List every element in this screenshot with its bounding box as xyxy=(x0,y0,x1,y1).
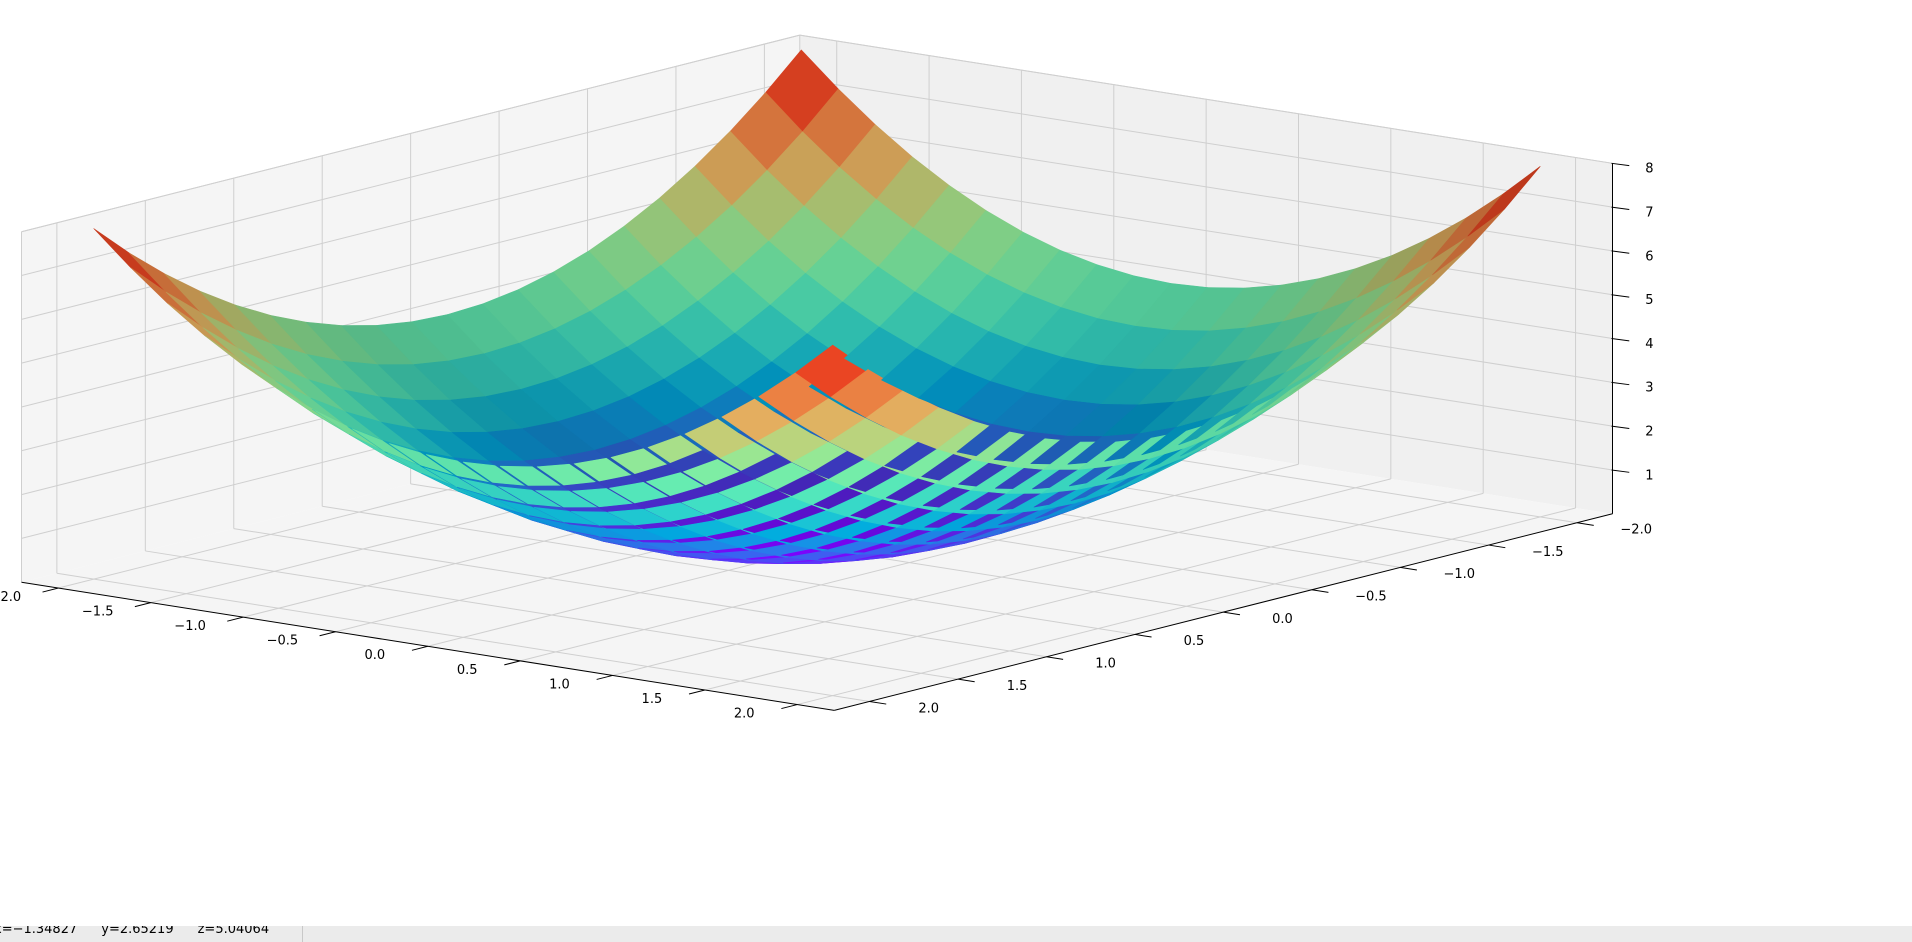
x-tick-label: 0.5 xyxy=(457,663,478,678)
x-tick-label: −0.5 xyxy=(267,634,299,649)
y-tick-label: −1.0 xyxy=(1444,567,1476,582)
y-tick-mark xyxy=(1577,522,1594,526)
z-tick-mark xyxy=(1611,206,1630,210)
z-tick-mark xyxy=(1611,162,1630,167)
y-tick-mark xyxy=(1046,656,1064,660)
y-tick-label: 1.0 xyxy=(1095,657,1116,672)
z-tick-label: 7 xyxy=(1645,205,1653,220)
x-coordinate-readout: x=−1.34827 xyxy=(0,926,78,937)
y-tick-label: 0.5 xyxy=(1184,634,1205,649)
status-bar-separator xyxy=(302,926,303,942)
pane-edge xyxy=(799,34,1613,164)
x-tick-label: −1.5 xyxy=(82,605,114,620)
x-tick-label: −1.0 xyxy=(174,619,206,634)
x-tick-mark xyxy=(134,602,151,608)
y-tick-label: 2.0 xyxy=(918,701,939,716)
z-tick-mark xyxy=(1611,294,1630,298)
pane-edge xyxy=(21,34,800,233)
back-gridline-z xyxy=(799,78,1613,208)
left-gridline-z xyxy=(21,78,800,277)
x-tick-label: −2.0 xyxy=(0,590,21,605)
z-tick-mark xyxy=(1611,250,1630,254)
y-coordinate-readout: y=2.65219 xyxy=(101,926,174,937)
surface-mesh xyxy=(93,49,1541,565)
x-tick-mark xyxy=(42,587,59,593)
x-tick-label: 1.5 xyxy=(642,692,663,707)
y-tick-label: −0.5 xyxy=(1355,590,1387,605)
z-coordinate-readout: z=5.04064 xyxy=(197,926,270,937)
z-tick-mark xyxy=(1611,338,1630,342)
z-axis-ticks: 1 2 3 4 5 6 7 8 xyxy=(1611,162,1654,483)
y-tick-label: −1.5 xyxy=(1532,545,1564,560)
x-tick-label: 0.0 xyxy=(364,648,385,663)
floor-gridline-y xyxy=(145,550,959,680)
x-tick-mark xyxy=(781,704,798,710)
y-tick-mark xyxy=(1223,611,1241,616)
y-tick-mark xyxy=(957,678,975,683)
z-tick-label: 6 xyxy=(1645,249,1653,264)
surface-facet xyxy=(1467,166,1541,237)
z-tick-label: 2 xyxy=(1645,425,1653,440)
x-tick-mark xyxy=(227,616,244,622)
z-tick-mark xyxy=(1611,381,1630,386)
z-tick-label: 5 xyxy=(1645,293,1653,308)
z-tick-label: 8 xyxy=(1645,162,1653,177)
x-tick-label: 1.0 xyxy=(549,677,570,692)
x-tick-mark xyxy=(411,645,428,651)
y-tick-mark xyxy=(869,700,887,705)
y-tick-mark xyxy=(1311,589,1329,593)
x-axis-ticks: −2.0 −1.5 −1.0 −0.5 0.0 0.5 1.0 1.5 2.0 xyxy=(0,587,798,722)
z-tick-label: 1 xyxy=(1645,468,1653,483)
status-bar: x=−1.34827 y=2.65219 z=5.04064 xyxy=(0,926,1912,942)
floor-gridline-y xyxy=(233,528,1047,658)
z-tick-label: 3 xyxy=(1645,381,1653,396)
x-tick-label: 2.0 xyxy=(734,707,755,722)
y-tick-label: 0.0 xyxy=(1272,612,1293,627)
y-tick-mark xyxy=(1488,544,1506,549)
y-tick-mark xyxy=(1400,566,1417,571)
z-tick-mark xyxy=(1611,469,1630,473)
floor-gridline-y xyxy=(322,505,1135,635)
y-axis-ticks: −2.0 −1.5 −1.0 −0.5 0.0 0.5 1.0 1.5 2.0 xyxy=(869,522,1652,716)
x-tick-mark xyxy=(688,689,706,695)
x-tick-mark xyxy=(596,674,613,680)
z-tick-mark xyxy=(1611,425,1630,429)
y-tick-label: 1.5 xyxy=(1007,679,1028,694)
floor-gridline-y xyxy=(56,572,870,702)
x-tick-mark xyxy=(319,631,336,637)
y-tick-label: −2.0 xyxy=(1620,523,1652,538)
x-tick-mark xyxy=(504,660,521,666)
z-tick-label: 4 xyxy=(1645,337,1653,352)
y-tick-mark xyxy=(1134,633,1152,638)
